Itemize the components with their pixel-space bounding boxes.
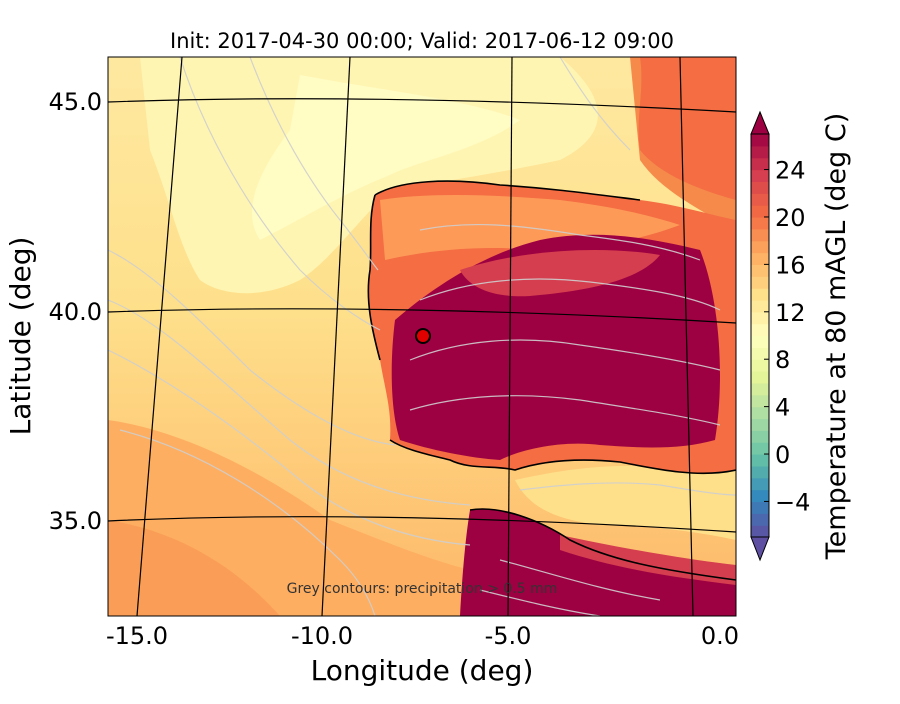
colorbar-band xyxy=(751,193,769,206)
colorbar-tick-label: 4 xyxy=(775,394,790,422)
colorbar-band xyxy=(751,442,769,455)
colorbar-band xyxy=(751,465,769,479)
x-tick-label: -5.0 xyxy=(485,622,532,650)
x-tick-label: -15.0 xyxy=(106,622,168,650)
colorbar-extend-min xyxy=(750,536,770,562)
colorbar-band xyxy=(751,299,769,313)
colorbar-band xyxy=(751,359,769,372)
iberia-hot-core xyxy=(391,234,720,460)
colorbar-tick-label: 24 xyxy=(775,157,806,185)
france-land xyxy=(638,57,736,200)
grey-contours xyxy=(108,57,736,616)
colorbar-band xyxy=(751,134,769,147)
x-axis: -15.0 -10.0 -5.0 0.0 xyxy=(106,622,739,650)
graticule xyxy=(108,57,736,616)
colorbar-tick-label: 12 xyxy=(775,299,806,327)
colorbar-band xyxy=(751,477,769,491)
y-axis-label: Latitude (deg) xyxy=(4,237,37,436)
meridian-10 xyxy=(321,57,351,616)
site-marker xyxy=(415,328,431,344)
colorbar-tick-label: −4 xyxy=(775,488,810,516)
map-panel: Grey contours: precipitation > 0.5 mm xyxy=(108,57,736,616)
colorbar-tick-label: 20 xyxy=(775,204,806,232)
y-axis: 45.0 40.0 35.0 xyxy=(49,88,102,535)
colorbar-band xyxy=(751,323,769,337)
colorbar-ticks: −4 0 4 8 12 16 20 24 xyxy=(764,157,810,516)
colorbar-extend-max xyxy=(750,110,770,135)
colorbar-band xyxy=(751,371,769,384)
x-tick-label: 0.0 xyxy=(701,622,739,650)
colorbar-band xyxy=(751,394,769,408)
coastline-africa xyxy=(469,508,736,581)
colorbar-band xyxy=(751,454,769,467)
colorbar-tick-label: 8 xyxy=(775,346,790,374)
north-africa-land xyxy=(460,509,736,616)
colorbar-band xyxy=(751,288,769,301)
meridian-15 xyxy=(136,57,183,616)
meridian-0 xyxy=(679,57,694,616)
colorbar-band xyxy=(751,216,769,230)
colorbar-band xyxy=(751,157,769,171)
colorbar-band xyxy=(751,430,769,443)
colorbar-band xyxy=(751,501,769,514)
colorbar-frame xyxy=(750,133,770,538)
meridian-5 xyxy=(507,57,513,616)
colorbar-band xyxy=(751,513,769,526)
colorbar-tick-label: 16 xyxy=(775,251,806,279)
colorbar-band xyxy=(751,145,769,159)
colorbar-band xyxy=(751,276,769,289)
colorbar-bands xyxy=(751,134,769,538)
parallel-40 xyxy=(108,308,736,324)
parallel-35 xyxy=(108,516,736,533)
y-tick-label: 35.0 xyxy=(49,507,102,535)
x-tick-label: -10.0 xyxy=(291,622,353,650)
ocean-coolest-region xyxy=(251,75,520,240)
colorbar-tick-label: 0 xyxy=(775,441,790,469)
colorbar-band xyxy=(751,169,769,183)
parallel-45 xyxy=(108,98,736,113)
colorbar-band xyxy=(751,525,769,538)
colorbar-band xyxy=(751,205,769,218)
x-axis-label: Longitude (deg) xyxy=(311,654,534,687)
y-tick-label: 40.0 xyxy=(49,298,102,326)
colorbar-band xyxy=(751,181,769,194)
map-title: Init: 2017-04-30 00:00; Valid: 2017-06-1… xyxy=(170,29,674,53)
colorbar-band xyxy=(751,240,769,254)
colorbar-band xyxy=(751,382,769,396)
colorbar-band xyxy=(751,311,769,325)
colorbar-band xyxy=(751,335,769,348)
colorbar-band xyxy=(751,252,769,265)
colorbar-band xyxy=(751,406,769,420)
colorbar-band xyxy=(751,418,769,431)
colorbar-label: Temperature at 80 mAGL (deg C) xyxy=(821,113,852,561)
ocean-warm-southwest xyxy=(108,520,280,616)
colorbar-band xyxy=(751,489,769,503)
colorbar-band xyxy=(751,228,769,242)
colorbar-band xyxy=(751,264,769,277)
coastline-iberia xyxy=(367,180,736,475)
y-tick-label: 45.0 xyxy=(49,88,102,116)
colorbar-band xyxy=(751,347,769,360)
map-frame xyxy=(107,56,737,617)
precip-annotation: Grey contours: precipitation > 0.5 mm xyxy=(287,581,558,597)
colorbar: −4 0 4 8 12 16 20 24 Temperature at 80 mAGL (de… xyxy=(750,110,852,562)
